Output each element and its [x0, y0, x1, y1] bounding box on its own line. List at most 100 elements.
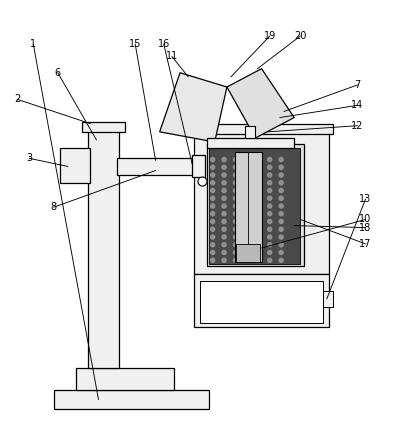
Circle shape: [279, 219, 283, 224]
Circle shape: [267, 196, 272, 200]
Circle shape: [245, 181, 249, 185]
Circle shape: [267, 188, 272, 193]
Circle shape: [234, 173, 238, 177]
Circle shape: [222, 188, 226, 193]
Text: 2: 2: [14, 94, 20, 104]
Circle shape: [245, 158, 249, 162]
Circle shape: [256, 181, 261, 185]
Circle shape: [279, 158, 283, 162]
Circle shape: [234, 219, 238, 224]
Bar: [209, 148, 300, 264]
Circle shape: [256, 227, 261, 231]
Circle shape: [234, 204, 238, 208]
Circle shape: [267, 243, 272, 247]
Circle shape: [234, 165, 238, 169]
Circle shape: [279, 243, 283, 247]
Text: 13: 13: [360, 194, 372, 204]
Bar: [207, 138, 294, 148]
Circle shape: [222, 165, 226, 169]
Circle shape: [256, 204, 261, 208]
Text: 11: 11: [166, 51, 178, 62]
Circle shape: [256, 165, 261, 169]
Text: 14: 14: [351, 100, 364, 110]
Circle shape: [279, 258, 283, 262]
Circle shape: [234, 158, 238, 162]
Circle shape: [267, 235, 272, 239]
Circle shape: [256, 158, 261, 162]
Text: 19: 19: [263, 31, 276, 41]
Text: 16: 16: [157, 39, 170, 49]
Circle shape: [234, 212, 238, 216]
Circle shape: [279, 181, 283, 185]
Circle shape: [267, 165, 272, 169]
Circle shape: [234, 258, 238, 262]
Circle shape: [222, 258, 226, 262]
Bar: [236, 244, 260, 262]
Circle shape: [211, 250, 215, 255]
Circle shape: [234, 181, 238, 185]
Circle shape: [279, 188, 283, 193]
Circle shape: [211, 165, 215, 169]
Circle shape: [245, 227, 249, 231]
Circle shape: [245, 188, 249, 193]
Circle shape: [245, 250, 249, 255]
Circle shape: [222, 181, 226, 185]
Circle shape: [256, 243, 261, 247]
Circle shape: [222, 204, 226, 208]
Circle shape: [211, 173, 215, 177]
Circle shape: [256, 212, 261, 216]
Circle shape: [279, 250, 283, 255]
Circle shape: [211, 158, 215, 162]
Circle shape: [211, 196, 215, 200]
Circle shape: [222, 219, 226, 224]
Circle shape: [245, 173, 249, 177]
Text: 7: 7: [354, 80, 360, 90]
Text: 3: 3: [26, 153, 32, 163]
Bar: [82, 122, 125, 132]
Circle shape: [256, 219, 261, 224]
Bar: [207, 144, 304, 266]
Circle shape: [256, 188, 261, 193]
Circle shape: [234, 250, 238, 255]
Circle shape: [279, 235, 283, 239]
Bar: [323, 291, 333, 307]
Circle shape: [267, 181, 272, 185]
Text: 12: 12: [351, 120, 364, 131]
Bar: [235, 152, 262, 262]
Bar: [192, 155, 204, 178]
Circle shape: [211, 212, 215, 216]
Circle shape: [279, 212, 283, 216]
Circle shape: [222, 250, 226, 255]
Circle shape: [234, 235, 238, 239]
Circle shape: [279, 204, 283, 208]
Circle shape: [267, 173, 272, 177]
Polygon shape: [227, 69, 294, 138]
Bar: [200, 280, 323, 323]
Text: 20: 20: [294, 31, 306, 41]
Circle shape: [245, 196, 249, 200]
Circle shape: [256, 235, 261, 239]
Text: 15: 15: [129, 39, 142, 49]
Bar: [88, 124, 119, 368]
Circle shape: [211, 243, 215, 247]
Circle shape: [222, 196, 226, 200]
Circle shape: [256, 258, 261, 262]
Circle shape: [267, 258, 272, 262]
Circle shape: [222, 243, 226, 247]
Circle shape: [279, 227, 283, 231]
Circle shape: [222, 212, 226, 216]
Circle shape: [234, 188, 238, 193]
Circle shape: [222, 173, 226, 177]
Circle shape: [234, 196, 238, 200]
Circle shape: [256, 196, 261, 200]
Circle shape: [267, 227, 272, 231]
Circle shape: [245, 258, 249, 262]
Circle shape: [245, 204, 249, 208]
Polygon shape: [160, 73, 227, 142]
Bar: [194, 132, 329, 275]
Circle shape: [267, 212, 272, 216]
Circle shape: [256, 250, 261, 255]
Text: 6: 6: [55, 68, 61, 78]
Circle shape: [211, 235, 215, 239]
Circle shape: [256, 173, 261, 177]
